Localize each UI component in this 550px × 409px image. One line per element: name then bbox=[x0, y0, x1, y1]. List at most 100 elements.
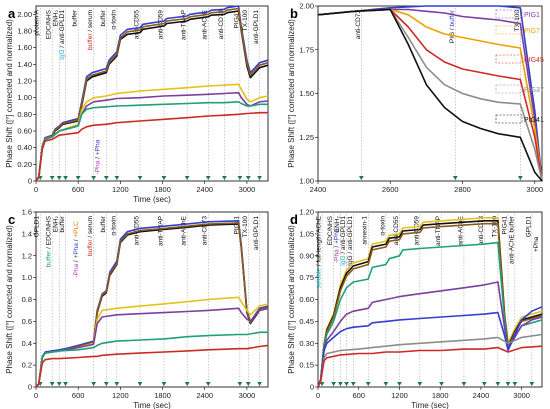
event-label: TX-100 bbox=[514, 10, 521, 32]
legend-bracket bbox=[495, 54, 523, 64]
series-line-6 bbox=[35, 344, 269, 388]
event-label: α-toxin bbox=[110, 216, 117, 236]
event-marker-triangle bbox=[56, 176, 62, 180]
x-tick-label: 600 bbox=[72, 185, 85, 194]
chart-panel-b: b anti-CD73 PIG / buffer TX-100 1.00 1.25 1.50… bbox=[287, 2, 544, 195]
y-tick-label: 0 bbox=[310, 383, 314, 392]
series-group bbox=[35, 5, 269, 182]
y-axis-label: Phase Shift ([°] corrected and normalize… bbox=[5, 225, 14, 374]
y-tick-label: 1.20 bbox=[299, 208, 314, 217]
x-tick-label: 1800 bbox=[154, 185, 171, 194]
event-marker-triangle bbox=[114, 382, 120, 386]
series-group bbox=[317, 217, 543, 388]
event-marker-triangle bbox=[495, 382, 501, 386]
series-line-6 bbox=[317, 333, 543, 388]
event-label-part: IgG bbox=[59, 49, 66, 59]
event-label: PIG / buffer bbox=[449, 9, 456, 43]
x-tick-label: 600 bbox=[352, 391, 365, 400]
right-pha-annotation: +Pha bbox=[533, 236, 540, 252]
x-axis: 0 600 1200 1800 2400 3000 bbox=[34, 387, 255, 400]
y-axis-label: Phase Shift ([°] corrected and normalize… bbox=[287, 19, 296, 168]
event-label: IgG / anti-GPLD1 bbox=[340, 216, 347, 266]
legend-item: PIG41 bbox=[524, 117, 544, 124]
x-tick-label: 2400 bbox=[196, 391, 213, 400]
event-marker-triangle bbox=[439, 382, 444, 386]
series-line-5 bbox=[317, 306, 543, 388]
event-label: anti-CD55 bbox=[134, 216, 141, 246]
pha-annotation-part: -Pha bbox=[94, 160, 101, 174]
event-label: protein A bbox=[34, 9, 41, 35]
event-marker-triangle bbox=[49, 176, 55, 180]
pha-annotation: -Pha / +Pha / +PLC bbox=[73, 221, 80, 278]
y-tick-label: 0.4 bbox=[22, 339, 32, 348]
event-label: anti-AChE bbox=[457, 215, 464, 245]
y-tick-label: 0 bbox=[28, 383, 32, 392]
event-label-part: / serum bbox=[87, 10, 94, 33]
event-label: anti-CD55 bbox=[393, 216, 400, 246]
x-tick-label: 1800 bbox=[432, 391, 449, 400]
event-label: anti-AChE bbox=[202, 9, 209, 39]
y-axis: 0 0.2 0.4 0.6 0.8 1.0 1.2 1.4 1.6 bbox=[22, 208, 36, 392]
event-label: anti-TNAP bbox=[435, 216, 442, 246]
event-marker-triangle bbox=[137, 176, 143, 180]
y-axis-label: Phase Shift ([°] corrected and normalize… bbox=[5, 19, 14, 168]
event-marker-triangle bbox=[222, 176, 227, 180]
y-axis: 0 0.15 0.30 0.45 0.60 0.75 0.90 1.05 1.20 bbox=[299, 208, 318, 392]
event-marker-triangle bbox=[461, 382, 467, 386]
event-label: α-toxin bbox=[379, 216, 386, 236]
y-tick-label: 0.30 bbox=[299, 339, 314, 348]
event-label: buffer bbox=[100, 215, 107, 232]
x-tick-label: 2400 bbox=[196, 185, 213, 194]
x-tick-label: 2600 bbox=[382, 185, 399, 194]
pha-annotation-part: +Pha bbox=[73, 243, 80, 259]
x-axis: 2400 2600 2800 3000 bbox=[310, 181, 543, 194]
event-label: buffer / EDC/NHS bbox=[46, 215, 53, 267]
y-tick-label: 1.2 bbox=[22, 251, 32, 260]
event-label: anti-GPLD1 bbox=[253, 10, 260, 44]
event-marker-triangle bbox=[91, 176, 97, 180]
event-marker-triangle bbox=[103, 382, 109, 386]
x-axis: 0 600 1200 1800 2400 3000 bbox=[34, 181, 255, 194]
y-tick-label: 1.60 bbox=[17, 43, 32, 52]
event-label: TX-100 bbox=[242, 216, 249, 238]
event-label: buffer bbox=[59, 215, 66, 232]
y-axis-label: Phase Shift ([°] corrected and normalize… bbox=[287, 225, 296, 374]
y-axis: 1.00 1.25 1.50 1.75 2.00 bbox=[299, 2, 318, 186]
y-tick-label: 0.45 bbox=[299, 317, 314, 326]
event-marker-triangle bbox=[91, 382, 97, 386]
x-tick-label: 3000 bbox=[239, 185, 256, 194]
y-tick-label: 0.2 bbox=[22, 361, 32, 370]
pha-annotation-part: +Pha bbox=[94, 139, 101, 155]
y-tick-label: 0.75 bbox=[299, 273, 314, 282]
event-label: buffer bbox=[72, 9, 79, 26]
panel-letter: c bbox=[8, 212, 15, 227]
x-tick-label: 0 bbox=[34, 391, 38, 400]
event-label: EDC/NHS bbox=[46, 9, 53, 39]
event-marker-triangle bbox=[350, 382, 356, 386]
legend-item: PIG45 bbox=[524, 57, 544, 64]
event-marker-triangle bbox=[63, 176, 68, 180]
y-tick-label: 0.40 bbox=[17, 143, 32, 152]
event-label-part: PIG bbox=[449, 32, 456, 43]
event-label: IgG / anti-GPLD1 bbox=[347, 216, 354, 266]
series-line-5 bbox=[35, 101, 268, 182]
event-label: annexin-1 bbox=[362, 216, 369, 245]
x-tick-label: 2400 bbox=[473, 391, 490, 400]
pha-annotation-part: -Pha bbox=[333, 249, 340, 263]
x-axis-label: Time (sec) bbox=[133, 401, 171, 409]
y-tick-label: 0.80 bbox=[17, 110, 32, 119]
y-tick-label: 0.60 bbox=[17, 127, 32, 136]
event-label: IgG / anti-GPLD1 bbox=[59, 10, 66, 60]
event-label: PIG41 bbox=[233, 10, 240, 29]
event-label: GPLD1 bbox=[525, 216, 532, 238]
event-label-part: IgG bbox=[340, 255, 347, 265]
event-label: ENH₂ bbox=[53, 10, 60, 27]
event-label: anti-TNAP bbox=[181, 10, 188, 40]
event-label-part: / EDC/NHS bbox=[46, 215, 53, 250]
y-tick-label: 1.4 bbox=[22, 229, 32, 238]
y-tick-label: 1.50 bbox=[299, 89, 314, 98]
